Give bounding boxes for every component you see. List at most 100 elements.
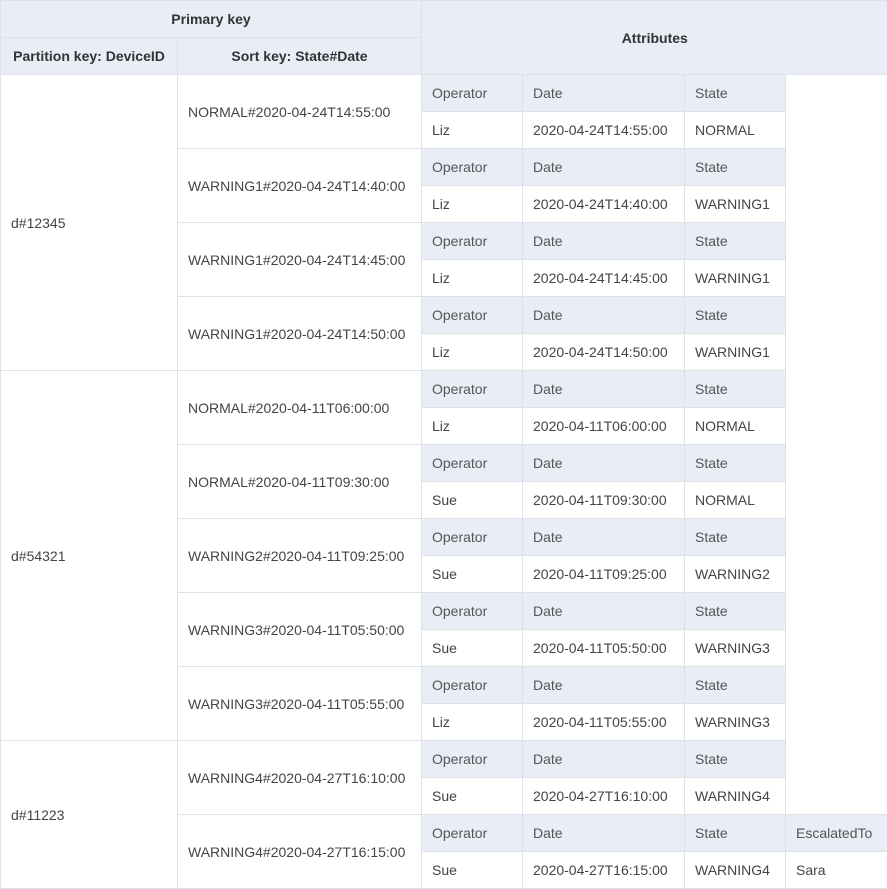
empty-cell <box>785 259 887 297</box>
attribute-value: Liz <box>421 333 523 371</box>
sort-key-cell: WARNING4#2020-04-27T16:15:00 <box>177 814 422 889</box>
attribute-value: 2020-04-24T14:55:00 <box>522 111 685 149</box>
item-row-attribute-values: Liz 2020-04-24T14:55:00 NORMAL <box>1 111 887 149</box>
attribute-value: Sue <box>421 555 523 593</box>
partition-key-cell: d#54321 <box>0 370 178 741</box>
attribute-value: Liz <box>421 407 523 445</box>
attribute-value: 2020-04-27T16:10:00 <box>522 777 685 815</box>
empty-cell <box>785 444 887 482</box>
attribute-value: WARNING1 <box>684 259 786 297</box>
attribute-value: Liz <box>421 185 523 223</box>
item-row-attribute-values: Liz 2020-04-24T14:50:00 WARNING1 <box>1 333 887 371</box>
attribute-value: 2020-04-24T14:50:00 <box>522 333 685 371</box>
attribute-name: Operator <box>421 74 523 112</box>
item-row-attribute-values: Liz 2020-04-24T14:45:00 WARNING1 <box>1 259 887 297</box>
partition-key-header: Partition key: DeviceID <box>0 37 178 75</box>
sort-key-cell: WARNING3#2020-04-11T05:55:00 <box>177 666 422 741</box>
empty-cell <box>785 407 887 445</box>
attribute-name: Date <box>522 74 685 112</box>
sort-key-cell: NORMAL#2020-04-11T09:30:00 <box>177 444 422 519</box>
attribute-name: Operator <box>421 148 523 186</box>
attribute-value: Liz <box>421 259 523 297</box>
empty-cell <box>785 74 887 112</box>
item-row-attribute-names: WARNING2#2020-04-11T09:25:00 Operator Date… <box>1 518 887 593</box>
attribute-name: Date <box>522 296 685 334</box>
attribute-name: State <box>684 518 786 556</box>
attribute-name: State <box>684 814 786 852</box>
attribute-value: WARNING2 <box>684 555 786 593</box>
attribute-name: State <box>684 74 786 112</box>
attribute-name: Date <box>522 518 685 556</box>
attribute-value: Sue <box>421 777 523 815</box>
item-row-attribute-values: Liz 2020-04-11T06:00:00 NORMAL <box>1 407 887 445</box>
item-row-attribute-names: NORMAL#2020-04-11T09:30:00 Operator Date St… <box>1 444 887 519</box>
empty-cell <box>785 481 887 519</box>
attribute-name: Date <box>522 666 685 704</box>
empty-cell <box>785 222 887 260</box>
attribute-name: Operator <box>421 444 523 482</box>
empty-cell <box>785 740 887 778</box>
sort-key-cell: WARNING1#2020-04-24T14:50:00 <box>177 296 422 371</box>
sort-key-cell: WARNING1#2020-04-24T14:40:00 <box>177 148 422 223</box>
partition-key-cell: d#11223 <box>0 740 178 889</box>
item-row-attribute-names: WARNING1#2020-04-24T14:45:00 Operator Date… <box>1 222 887 297</box>
item-row-attribute-values: Liz 2020-04-24T14:40:00 WARNING1 <box>1 185 887 223</box>
attribute-name: Operator <box>421 666 523 704</box>
sort-key-cell: NORMAL#2020-04-11T06:00:00 <box>177 370 422 445</box>
attribute-name: Operator <box>421 222 523 260</box>
attribute-value: 2020-04-11T05:55:00 <box>522 703 685 741</box>
sort-key-cell: WARNING3#2020-04-11T05:50:00 <box>177 592 422 667</box>
attributes-header: Attributes <box>421 0 887 75</box>
attribute-name: EscalatedTo <box>785 814 887 852</box>
attribute-value: WARNING4 <box>684 851 786 889</box>
sort-key-cell: NORMAL#2020-04-24T14:55:00 <box>177 74 422 149</box>
attribute-value: NORMAL <box>684 481 786 519</box>
attribute-value: 2020-04-27T16:15:00 <box>522 851 685 889</box>
item-row-attribute-values: Sue 2020-04-11T09:30:00 NORMAL <box>1 481 887 519</box>
empty-cell <box>785 629 887 667</box>
attribute-value: WARNING1 <box>684 333 786 371</box>
attribute-value: WARNING3 <box>684 629 786 667</box>
attribute-name: State <box>684 444 786 482</box>
item-row-attribute-names: d#12345 NORMAL#2020-04-24T14:55:00 Operato… <box>0 74 887 371</box>
sort-key-cell: WARNING4#2020-04-27T16:10:00 <box>177 740 422 815</box>
empty-cell <box>785 148 887 186</box>
attribute-value: 2020-04-11T09:25:00 <box>522 555 685 593</box>
empty-cell <box>785 592 887 630</box>
empty-cell <box>785 555 887 593</box>
sort-key-header: Sort key: State#Date <box>177 37 422 75</box>
attribute-name: State <box>684 592 786 630</box>
item-row-attribute-names: WARNING3#2020-04-11T05:55:00 Operator Date… <box>1 666 887 741</box>
item-row-attribute-values: Sue 2020-04-27T16:10:00 WARNING4 <box>1 777 887 815</box>
item-row-attribute-names: WARNING3#2020-04-11T05:50:00 Operator Date… <box>1 592 887 667</box>
attribute-value: Sara <box>785 851 887 889</box>
empty-cell <box>785 296 887 334</box>
item-row-attribute-names: WARNING1#2020-04-24T14:40:00 Operator Date… <box>1 148 887 223</box>
attribute-name: Date <box>522 148 685 186</box>
item-row-attribute-values: Sue 2020-04-11T05:50:00 WARNING3 <box>1 629 887 667</box>
item-row-attribute-values: Sue 2020-04-11T09:25:00 WARNING2 <box>1 555 887 593</box>
attribute-name: Operator <box>421 518 523 556</box>
attribute-value: 2020-04-11T06:00:00 <box>522 407 685 445</box>
empty-cell <box>785 703 887 741</box>
item-row-attribute-values: Liz 2020-04-11T05:55:00 WARNING3 <box>1 703 887 741</box>
empty-cell <box>785 777 887 815</box>
attribute-name: Date <box>522 592 685 630</box>
attribute-name: Date <box>522 222 685 260</box>
sort-key-cell: WARNING1#2020-04-24T14:45:00 <box>177 222 422 297</box>
empty-cell <box>785 111 887 149</box>
attribute-name: State <box>684 148 786 186</box>
attribute-name: Operator <box>421 370 523 408</box>
item-row-attribute-names: WARNING1#2020-04-24T14:50:00 Operator Date… <box>1 296 887 371</box>
attribute-value: 2020-04-11T09:30:00 <box>522 481 685 519</box>
attribute-value: WARNING3 <box>684 703 786 741</box>
attribute-name: State <box>684 370 786 408</box>
empty-cell <box>785 333 887 371</box>
attribute-name: Date <box>522 370 685 408</box>
attribute-value: Liz <box>421 703 523 741</box>
attribute-name: State <box>684 296 786 334</box>
empty-cell <box>785 518 887 556</box>
attribute-value: 2020-04-11T05:50:00 <box>522 629 685 667</box>
attribute-value: WARNING1 <box>684 185 786 223</box>
attribute-name: State <box>684 222 786 260</box>
